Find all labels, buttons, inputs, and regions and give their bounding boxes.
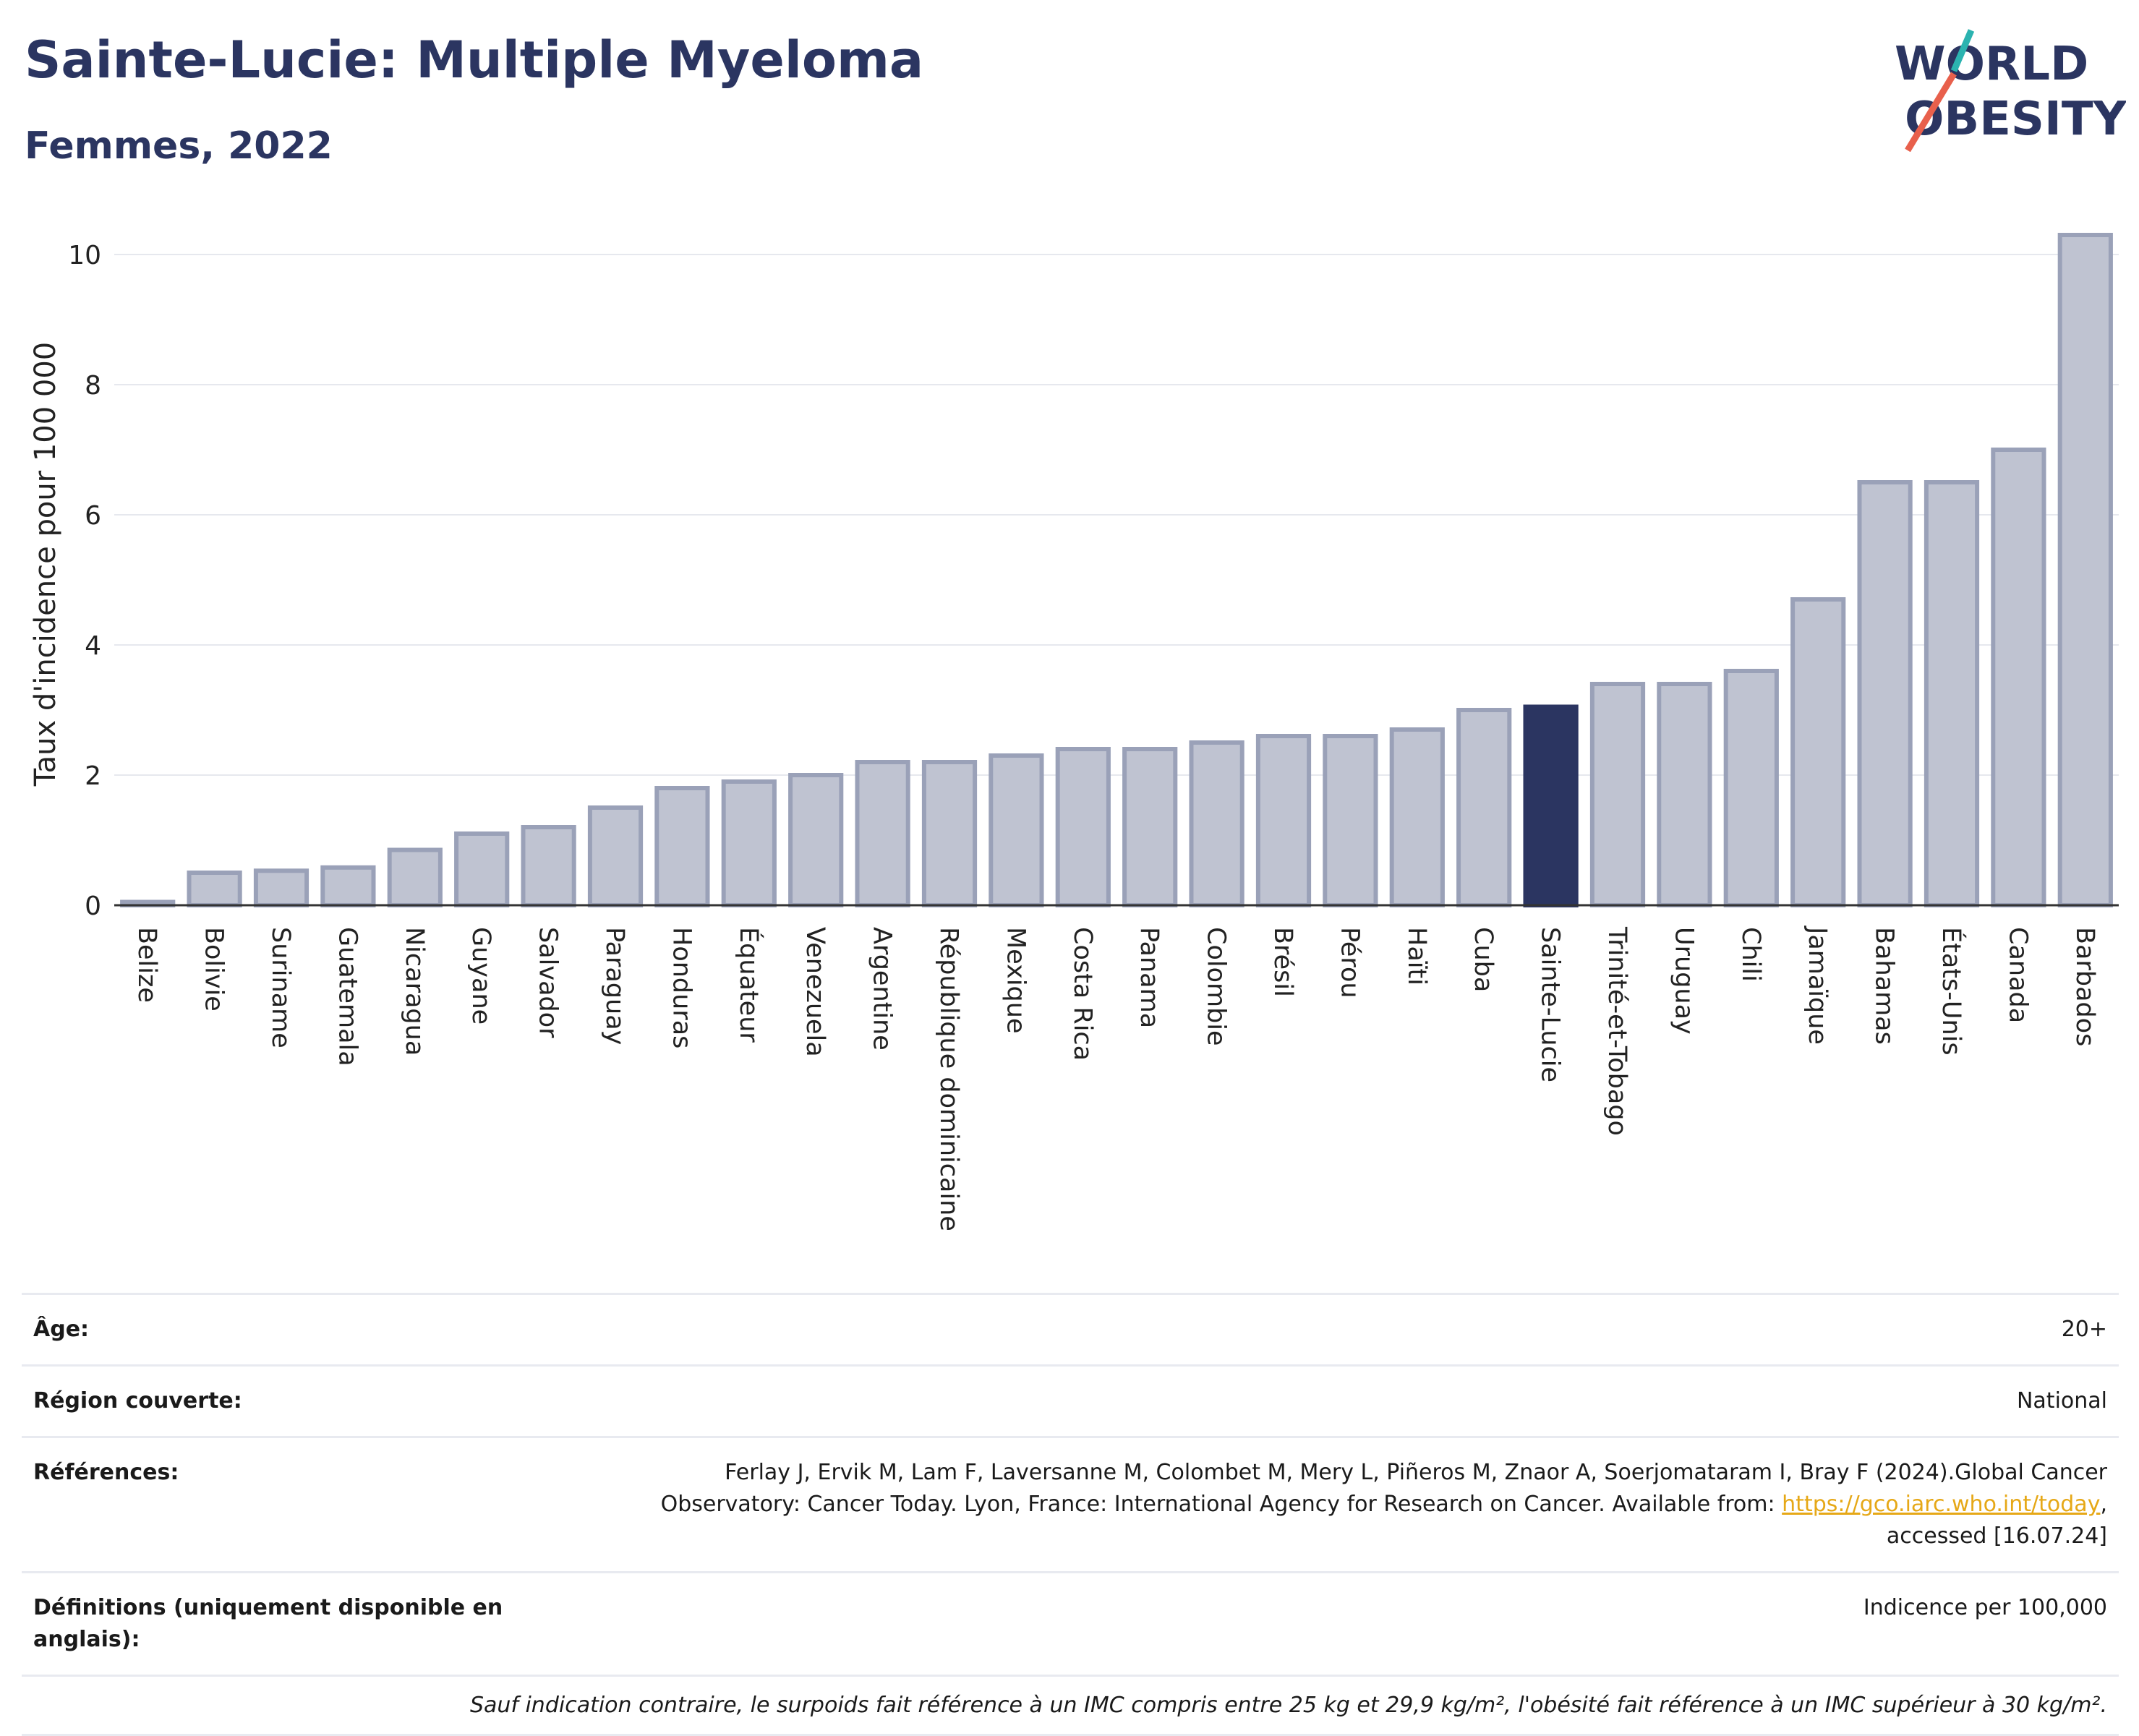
- region-label: Région couverte:: [33, 1388, 242, 1414]
- x-tick-label: République dominicaine: [934, 927, 963, 1231]
- references-label: Références:: [33, 1460, 179, 1485]
- bar-venezuela: [788, 773, 844, 907]
- x-tick-label: Chili: [1736, 927, 1765, 982]
- bar-bahamas: [1857, 480, 1913, 907]
- references-text-3: accessed [16.07.24]: [1886, 1523, 2107, 1549]
- age-value: 20+: [2061, 1317, 2107, 1342]
- x-tick-label: Uruguay: [1669, 927, 1698, 1035]
- x-tick-label: Honduras: [667, 927, 696, 1048]
- x-tick-label: Jamaïque: [1803, 925, 1832, 1045]
- logo-slash-teal: [1950, 29, 1975, 72]
- x-tick-label: Argentine: [868, 927, 897, 1051]
- logo-line1: WORLD: [1895, 38, 2088, 91]
- bar-trinit-et-tobago: [1589, 682, 1646, 907]
- bar-ha-ti: [1389, 727, 1445, 907]
- bar-paraguay: [587, 805, 644, 907]
- age-label: Âge:: [33, 1317, 90, 1342]
- x-tick-label: Panama: [1135, 927, 1164, 1028]
- bar-guatemala: [320, 865, 376, 908]
- x-labels: Belize Bolivie Suriname Guatemala Nicaragua G…: [132, 925, 2099, 1231]
- x-tick-label: Brésil: [1268, 927, 1297, 997]
- bar-guyane: [454, 831, 510, 907]
- references-text-2: Observatory: Cancer Today. Lyon, France:…: [660, 1492, 1782, 1517]
- logo-slash-red: [1905, 72, 1957, 152]
- x-tick-label: Belize: [132, 927, 161, 1003]
- bar-nicaragua: [387, 847, 443, 907]
- bar-chart: 0 2 4 6 8 10 Belize Bolivie Suriname Guatemala Ni…: [29, 233, 2119, 1231]
- bar-argentine: [855, 760, 910, 907]
- region-row: Région couverte: National: [22, 1364, 2119, 1436]
- definitions-value: Indicence per 100,000: [1863, 1595, 2107, 1620]
- bar-colombie: [1189, 740, 1244, 907]
- page-subtitle: Femmes, 2022: [25, 124, 333, 168]
- bar-jama-que: [1790, 597, 1846, 907]
- bar-honduras: [654, 786, 710, 907]
- x-tick-label: Trinité-et-Tobago: [1602, 926, 1631, 1136]
- x-tick-label: Paraguay: [600, 927, 629, 1045]
- bar-br-sil: [1255, 734, 1312, 907]
- x-tick-label: Sainte-Lucie: [1536, 927, 1565, 1082]
- y-tick-label: 0: [85, 891, 101, 921]
- age-row: Âge: 20+: [22, 1293, 2119, 1364]
- bar-uruguay: [1657, 682, 1712, 907]
- footnote: Sauf indication contraire, le surpoids f…: [22, 1675, 2119, 1736]
- bar-chili: [1723, 669, 1779, 907]
- x-tick-label: Costa Rica: [1068, 927, 1097, 1061]
- x-tick-label: Colombie: [1202, 927, 1231, 1046]
- definitions-label: Définitions (uniquement disponible en an…: [33, 1595, 503, 1652]
- y-tick-label: 8: [85, 371, 101, 401]
- x-tick-label: Cuba: [1469, 927, 1498, 992]
- bar-canada: [1991, 448, 2046, 907]
- bar-suriname: [253, 868, 309, 908]
- references-text-1: Ferlay J, Ervik M, Lam F, Laversanne M, …: [725, 1460, 2107, 1485]
- info-table: Âge: 20+ Région couverte: National Référ…: [22, 1293, 2119, 1736]
- x-tick-label: Canada: [2003, 927, 2032, 1023]
- bar-barbados: [2057, 233, 2113, 907]
- logo-line2: OBESITY: [1905, 93, 2126, 146]
- y-ticks: 0 2 4 6 8 10: [68, 241, 101, 921]
- x-tick-label: Guyane: [466, 927, 495, 1025]
- bar-p-rou: [1323, 734, 1378, 907]
- bars: [120, 233, 2113, 908]
- bar-salvador: [521, 825, 576, 907]
- x-tick-label: Venezuela: [800, 927, 829, 1057]
- bar-sainte-lucie: [1523, 704, 1579, 907]
- references-link[interactable]: https://gco.iarc.who.int/today: [1782, 1492, 2101, 1517]
- bar-bolivie: [187, 871, 242, 907]
- x-tick-label: États-Unis: [1937, 927, 1967, 1056]
- x-tick-label: Salvador: [534, 927, 563, 1038]
- bar-panama: [1122, 747, 1178, 907]
- x-tick-label: Barbados: [2070, 927, 2099, 1046]
- bar-costa-rica: [1055, 747, 1111, 907]
- bar-mexique: [989, 753, 1044, 907]
- page-title: Sainte-Lucie: Multiple Myeloma: [25, 30, 924, 90]
- x-tick-label: Équateur: [734, 927, 764, 1043]
- region-value: National: [2016, 1388, 2107, 1414]
- x-tick-label: Mexique: [1001, 927, 1030, 1034]
- world-obesity-logo: WORLD OBESITY: [1895, 29, 2126, 152]
- bar-r-publique-dominicaine: [921, 760, 978, 907]
- y-tick-label: 2: [85, 761, 101, 791]
- x-tick-label: Nicaragua: [400, 927, 429, 1056]
- references-value: Ferlay J, Ervik M, Lam F, Laversanne M, …: [660, 1460, 2107, 1549]
- bar--quateur: [721, 779, 777, 907]
- references-row: Références: Ferlay J, Ervik M, Lam F, La…: [22, 1436, 2119, 1571]
- y-axis-label: Taux d'incidence pour 100 000: [29, 342, 62, 787]
- y-tick-label: 10: [68, 241, 101, 270]
- bar-cuba: [1456, 708, 1512, 907]
- x-tick-label: Guatemala: [333, 927, 362, 1066]
- x-tick-label: Suriname: [266, 927, 295, 1048]
- y-tick-label: 6: [85, 501, 101, 531]
- x-tick-label: Bahamas: [1870, 927, 1899, 1045]
- x-tick-label: Pérou: [1335, 927, 1364, 999]
- y-tick-label: 4: [85, 631, 101, 661]
- x-tick-label: Bolivie: [200, 927, 229, 1012]
- definitions-row: Définitions (uniquement disponible en an…: [22, 1571, 2119, 1675]
- x-tick-label: Haïti: [1402, 927, 1431, 985]
- bar--tats-unis: [1924, 480, 1980, 907]
